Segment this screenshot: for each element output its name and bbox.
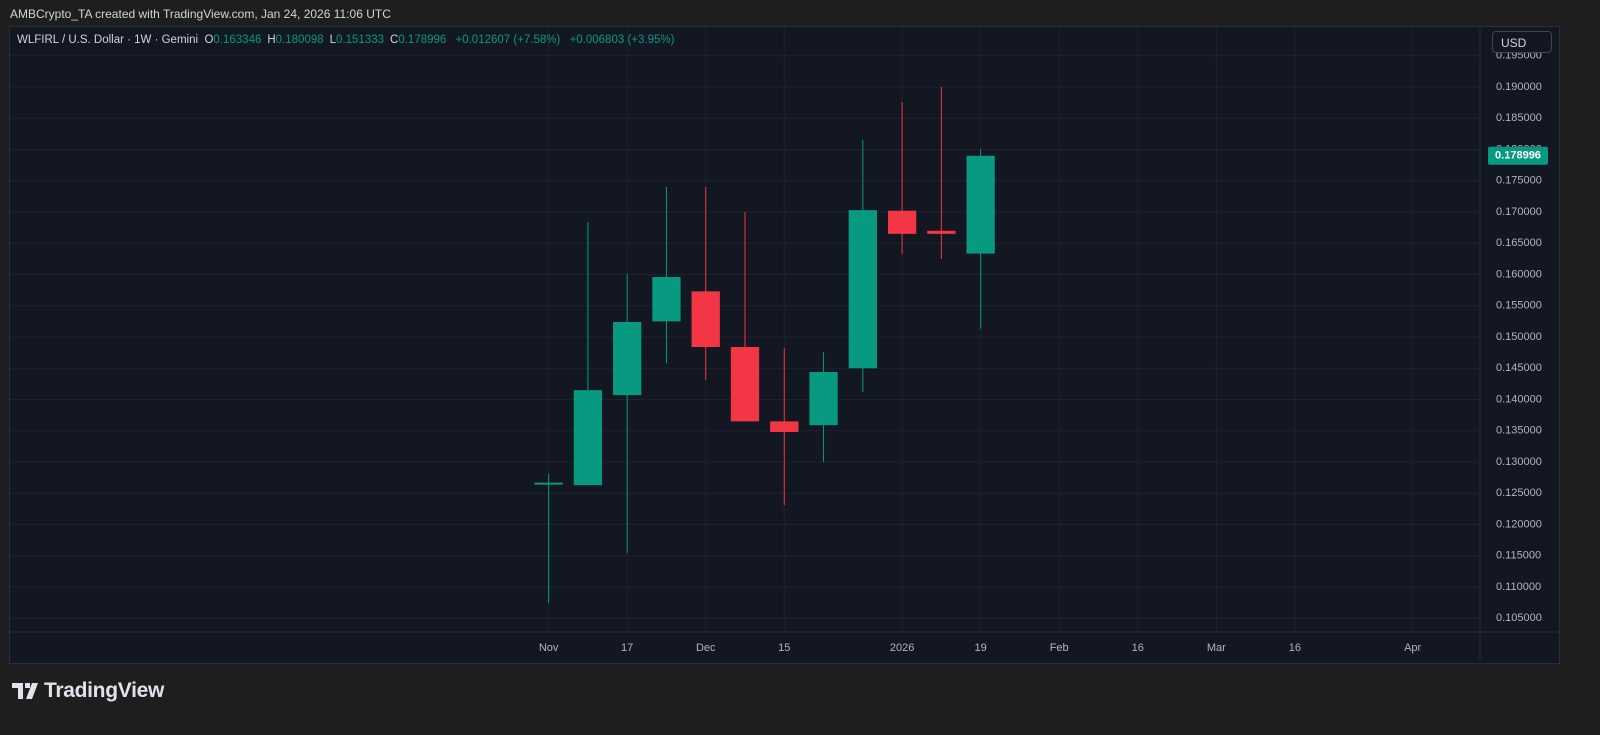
candle-body: [573, 390, 603, 486]
chart-title: WLFIRL / U.S. Dollar · 1W · Gemini: [17, 34, 199, 46]
banner: AMBCrypto_TA created with TradingView.co…: [10, 7, 391, 21]
y-tick-label: 0.170000: [1496, 206, 1542, 218]
y-tick-label: 0.145000: [1496, 362, 1542, 374]
x-tick-label: 15: [778, 642, 790, 654]
x-tick-label: 17: [621, 642, 633, 654]
y-tick-label: 0.120000: [1496, 518, 1542, 530]
y-tick-label: 0.150000: [1496, 331, 1542, 343]
candle-body: [770, 421, 799, 432]
y-tick-label: 0.185000: [1496, 112, 1542, 124]
x-tick-label: Dec: [696, 642, 716, 654]
price-tag: [1488, 146, 1548, 165]
y-tick-label: 0.175000: [1496, 175, 1542, 187]
y-tick-label: 0.115000: [1496, 550, 1541, 562]
candle-body: [966, 155, 995, 254]
y-tick-label: 0.155000: [1496, 300, 1542, 312]
change: +0.012607 (+7.58%): [455, 34, 561, 46]
ohlc-readout: O0.163346 H0.180098 L0.151333 C0.178996: [204, 34, 452, 46]
logo-icon: [12, 683, 38, 699]
ohlc-label: H: [267, 34, 276, 46]
ohlc-label: L: [329, 34, 337, 46]
x-tick-label: Mar: [1207, 642, 1226, 654]
candle-body: [613, 322, 642, 396]
ohlc-value: 0.178996: [398, 34, 447, 46]
chart-header: WLFIRL / U.S. Dollar · 1W · Gemini O0.16…: [17, 34, 680, 46]
logo-text: TradingView: [44, 679, 165, 702]
x-tick-label: 16: [1132, 642, 1144, 654]
x-tick-label: 19: [975, 642, 987, 654]
y-tick-label: 0.105000: [1496, 612, 1542, 624]
candle-body: [887, 210, 917, 234]
logo: TradingView: [12, 679, 164, 703]
ohlc-value: 0.151333: [336, 34, 385, 46]
y-tick-label: 0.125000: [1496, 487, 1542, 499]
y-tick-label: 0.165000: [1496, 237, 1542, 249]
price-tag-label: 0.178996: [1495, 150, 1541, 162]
candle-body: [848, 210, 877, 369]
y-tick-label: 0.130000: [1496, 456, 1542, 468]
candle-body: [809, 372, 838, 426]
x-tick-label: 16: [1289, 642, 1301, 654]
ohlc-value: 0.180098: [275, 34, 324, 46]
x-tick-label: 2026: [890, 642, 914, 654]
y-tick-label: 0.110000: [1496, 581, 1541, 593]
change: +0.006803 (+3.95%): [569, 34, 675, 46]
candle-body: [927, 230, 956, 234]
y-tick-label: 0.140000: [1496, 393, 1542, 405]
y-tick-label: 0.160000: [1496, 268, 1542, 280]
x-tick-label: Apr: [1404, 642, 1421, 654]
ohlc-label: C: [390, 34, 399, 46]
currency-button[interactable]: USD: [1492, 31, 1552, 53]
y-tick-label: 0.190000: [1496, 81, 1542, 93]
x-tick-label: Nov: [539, 642, 559, 654]
y-tick-label: 0.135000: [1496, 425, 1542, 437]
x-tick-label: Feb: [1050, 642, 1069, 654]
candle-body: [691, 291, 720, 347]
ohlc-label: O: [204, 34, 214, 46]
ohlc-value: 0.163346: [213, 34, 262, 46]
candle-body: [730, 347, 760, 422]
candle-body: [534, 482, 563, 485]
candle-body: [652, 277, 681, 322]
